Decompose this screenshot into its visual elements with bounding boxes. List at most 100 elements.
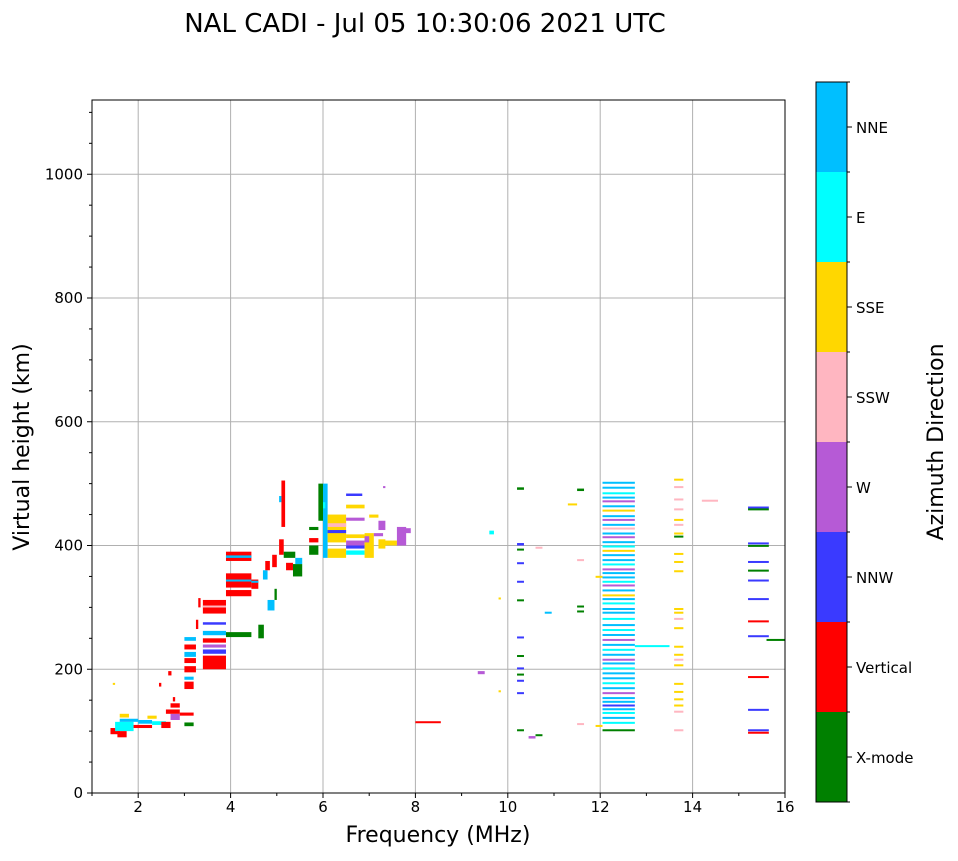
data-segment-x-mode [517, 487, 524, 490]
data-segment-vertical [279, 539, 284, 555]
colorbar-swatch [816, 352, 847, 442]
data-segment-nne [602, 559, 635, 562]
data-segment-nnw [748, 542, 769, 545]
data-segment-nne [602, 576, 635, 579]
data-segment-nnw [748, 635, 769, 638]
plot-frame [91, 99, 786, 794]
data-segment-x-mode [283, 551, 296, 558]
data-segment-x-mode [292, 564, 303, 577]
data-segment-nne [602, 716, 635, 719]
x-tick-label: 6 [318, 798, 328, 816]
data-segment-vertical [161, 721, 171, 729]
data-segment-nne [602, 541, 635, 544]
data-segment-vertical [748, 620, 769, 623]
data-segment-nne [602, 662, 635, 665]
data-segment-vertical [748, 731, 769, 734]
data-segment-nnw [748, 598, 769, 601]
data-segment-ssw [674, 523, 684, 526]
x-tick-label: 10 [498, 798, 517, 816]
data-segment-nne [602, 496, 635, 499]
data-segment-nnw [202, 649, 226, 654]
data-segment-nne [202, 630, 226, 636]
data-segment-x-mode [602, 729, 635, 732]
data-segment-sse [674, 532, 684, 535]
data-segment-x-mode [748, 508, 769, 511]
data-segment-nnw [602, 704, 635, 707]
data-segment-nne [295, 557, 303, 565]
data-segment-w [346, 540, 365, 546]
data-segment-nne [602, 653, 635, 656]
data-segment-sse [674, 664, 684, 667]
data-segment-nne [602, 515, 635, 518]
data-segment-x-mode [517, 729, 524, 732]
colorbar-tick-label: SSW [856, 389, 890, 407]
data-segment-nne [602, 643, 635, 646]
data-segment-nnw [346, 493, 363, 496]
data-segment-x-mode [577, 488, 585, 492]
data-segment-vertical [165, 709, 180, 714]
data-segment-nne [602, 624, 635, 627]
data-segment-w [401, 528, 411, 534]
data-segment-nnw [748, 729, 769, 732]
grid [92, 100, 785, 793]
data-segment-sse [674, 653, 684, 656]
data-segment-ssw [674, 498, 684, 501]
data-segment-nne [279, 496, 282, 503]
data-segment-nnw [748, 506, 769, 509]
data-segment-sse [674, 645, 684, 648]
colorbar-swatch [816, 712, 847, 802]
data-segment-w [346, 517, 365, 521]
y-tick-label: 0 [73, 784, 83, 802]
data-segment-vertical [286, 562, 293, 571]
data-segment-sse [674, 611, 684, 614]
data-segment-nne [602, 697, 635, 700]
data-segment-vertical [202, 655, 226, 670]
data-segment-vertical [117, 731, 127, 738]
data-segment-nne [602, 505, 635, 508]
data-segment-vertical [184, 658, 196, 664]
data-segment-nne [225, 555, 252, 558]
data-segment-x-mode [517, 673, 524, 676]
data-segment-sse [498, 690, 501, 693]
data-segment-ssw [674, 729, 684, 732]
data-segment-nnw [517, 543, 524, 546]
colorbar-tick-label: E [856, 209, 865, 227]
data-segment-sse [369, 514, 379, 518]
data-segment-w [528, 736, 536, 739]
data-segment-w [602, 500, 635, 503]
data-segment-e [602, 721, 635, 724]
data-segment-e [602, 667, 635, 670]
data-segment-vertical [251, 579, 259, 589]
data-segment-nne [225, 579, 252, 582]
data-segment-ssw [674, 710, 684, 713]
colorbar-tick-label: W [856, 479, 871, 497]
data-segment-e [115, 721, 134, 732]
data-segment-sse [602, 594, 635, 597]
data-segment-ssw [674, 658, 684, 661]
data-segment-ssw [577, 723, 585, 726]
data-segment-vertical [195, 619, 199, 630]
data-segment-vertical [158, 682, 162, 687]
data-segment-sse [674, 698, 684, 701]
data-segment-x-mode [748, 569, 769, 572]
data-segment-vertical [179, 712, 194, 716]
data-segment-w [373, 533, 384, 537]
data-segment-nne [602, 607, 635, 610]
data-segment-x-mode [318, 483, 323, 521]
data-segment-w [602, 692, 635, 695]
y-tick-label: 1000 [45, 165, 83, 183]
y-tick-label: 400 [54, 537, 83, 555]
data-segment-w [477, 671, 485, 675]
data-segment-nne [544, 611, 552, 614]
data-segment-e [323, 502, 326, 509]
data-segment-sse [119, 713, 129, 718]
data-segment-sse [674, 570, 684, 573]
data-segment-ssw [327, 523, 347, 527]
data-segment-nnw [748, 560, 769, 563]
data-segment-nne [184, 676, 194, 680]
data-segment-x-mode [517, 599, 524, 602]
data-segment-nne [602, 677, 635, 680]
data-segment-x-mode [766, 638, 785, 641]
data-segment-nne [602, 611, 635, 614]
